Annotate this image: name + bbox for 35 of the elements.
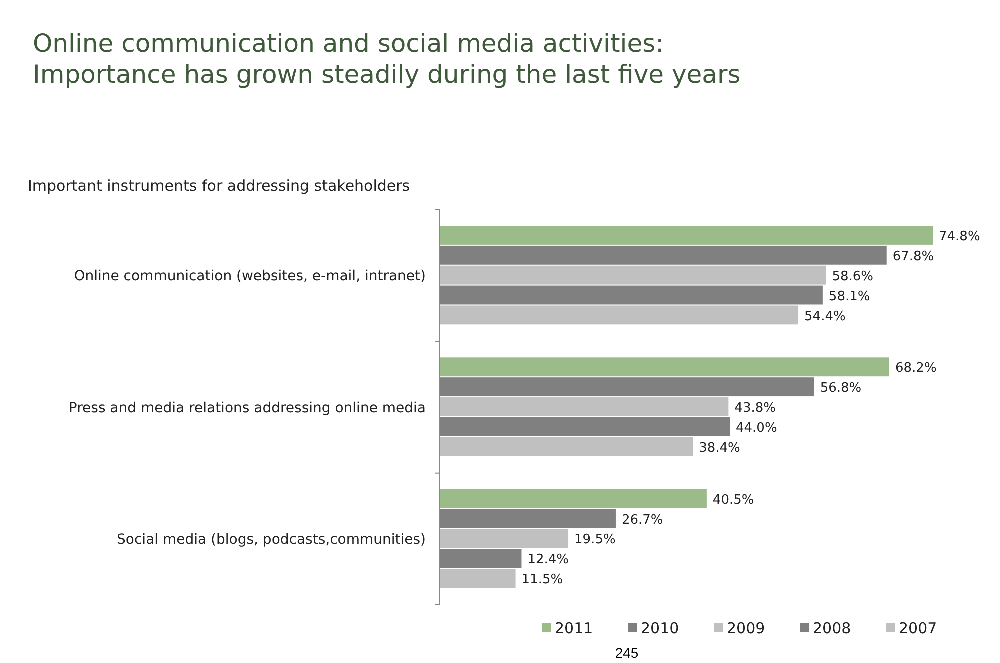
data-label: 67.8% bbox=[892, 249, 934, 264]
bar bbox=[440, 306, 799, 325]
data-label: 54.4% bbox=[804, 309, 846, 324]
bar bbox=[440, 569, 516, 588]
data-label: 40.5% bbox=[712, 492, 754, 508]
data-label: 26.7% bbox=[622, 512, 664, 528]
legend-label: 2009 bbox=[727, 619, 766, 638]
bar bbox=[440, 489, 707, 508]
legend-label: 2008 bbox=[813, 619, 852, 638]
bar bbox=[440, 529, 569, 548]
legend-label: 2010 bbox=[641, 619, 680, 638]
data-label: 58.1% bbox=[828, 289, 870, 304]
y-tick-label: Online communication (websites, e-mail, intranet) bbox=[74, 268, 426, 285]
data-label: 12.4% bbox=[528, 552, 570, 568]
bar bbox=[440, 398, 729, 416]
legend-label: 2007 bbox=[899, 619, 938, 638]
bar bbox=[440, 358, 890, 377]
data-label: 58.6% bbox=[832, 269, 874, 284]
chart-title: Online communication and social media activities: Importance has grown steadily during the last five years bbox=[33, 29, 741, 89]
data-label: 44.0% bbox=[736, 420, 778, 436]
y-tick-label: Press and media relations addressing online media bbox=[68, 400, 426, 416]
data-label: 11.5% bbox=[522, 572, 564, 588]
data-label: 19.5% bbox=[574, 532, 616, 548]
legend-label: 2011 bbox=[555, 619, 594, 638]
bar bbox=[440, 226, 933, 245]
data-label: 74.8% bbox=[939, 230, 980, 245]
text: Important instruments for addressing stakeholders bbox=[28, 177, 410, 195]
data-label: 38.4% bbox=[699, 440, 740, 456]
data-label: 56.8% bbox=[820, 381, 862, 396]
bar bbox=[440, 437, 694, 456]
data-label: 68.2% bbox=[896, 361, 937, 376]
bar bbox=[440, 266, 826, 285]
text: 245 bbox=[615, 645, 639, 661]
data-label: 43.8% bbox=[734, 401, 776, 416]
y-tick-label: Social media (blogs, podcasts,communities) bbox=[117, 532, 426, 548]
